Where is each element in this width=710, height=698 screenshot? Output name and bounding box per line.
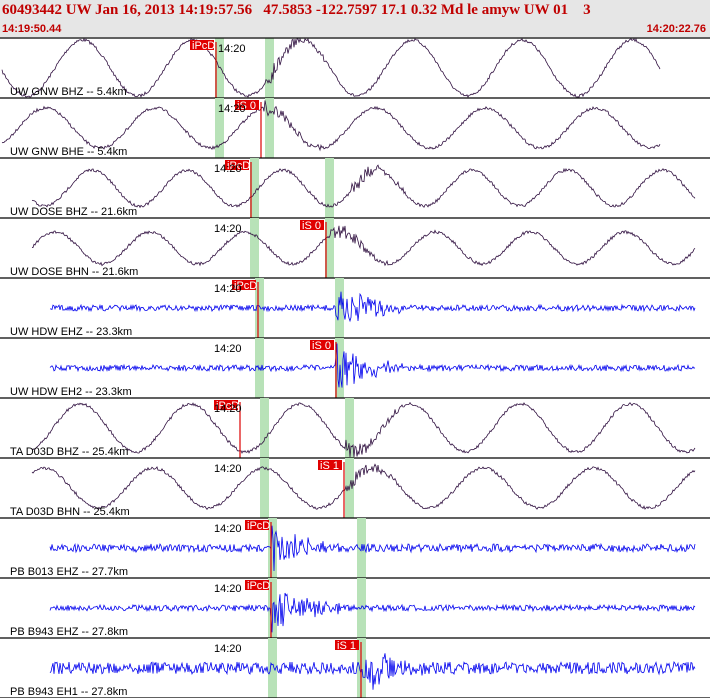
pick-box <box>245 520 269 530</box>
pick-window <box>335 278 344 338</box>
station-label: PB B943 EH1 -- 27.8km <box>10 686 127 698</box>
pick-label: iPcD <box>192 40 215 52</box>
waveform <box>49 592 696 633</box>
pick-window <box>325 158 334 218</box>
pick-box <box>335 640 359 650</box>
waveform <box>31 401 696 458</box>
time-label: 14:20 <box>218 103 246 115</box>
pick-window <box>265 38 274 98</box>
pick-label: iPcD <box>216 400 239 412</box>
pick-box <box>310 340 334 350</box>
header: 60493442 UW Jan 16, 2013 14:19:57.56 47.… <box>0 0 710 37</box>
pick-box <box>214 400 238 410</box>
station-label: UW DOSE BHZ -- 21.6km <box>10 206 137 218</box>
time-label: 14:20 <box>214 643 242 655</box>
pick-label: iPcD <box>227 160 250 172</box>
pick-label: iPcD <box>247 580 270 592</box>
station-label: UW HDW EHZ -- 23.3km <box>10 326 132 338</box>
time-label: 14:20 <box>214 163 242 175</box>
pick-window <box>215 38 224 98</box>
pick-window <box>325 218 334 278</box>
pick-box <box>318 460 342 470</box>
waveform <box>49 291 696 323</box>
station-label: UW DOSE BHN -- 21.6km <box>10 266 138 278</box>
station-label: UW GNW BHZ -- 5.4km <box>10 86 127 98</box>
time-label: 14:20 <box>214 463 242 475</box>
station-label: UW HDW EH2 -- 23.3km <box>10 386 132 398</box>
pick-box <box>235 100 259 110</box>
time-label: 14:20 <box>214 283 242 295</box>
start-time: 14:19:50.44 <box>2 23 62 35</box>
pick-window <box>265 98 274 158</box>
waveform <box>49 653 696 690</box>
pick-label: iS 0 <box>312 340 331 352</box>
end-time: 14:20:22.76 <box>646 23 706 35</box>
pick-window <box>268 638 277 698</box>
station-label: UW GNW BHE -- 5.4km <box>10 146 127 158</box>
event-info: 60493442 UW Jan 16, 2013 14:19:57.56 47.… <box>2 2 591 18</box>
time-label: 14:20 <box>214 223 242 235</box>
pick-label: iS 0 <box>302 220 321 232</box>
waveform <box>31 225 696 267</box>
pick-label: iPcD <box>247 520 270 532</box>
pick-window <box>260 458 269 518</box>
pick-label: iPcD <box>234 280 257 292</box>
pick-window <box>268 518 277 578</box>
pick-window <box>250 158 259 218</box>
pick-box <box>300 220 324 230</box>
waveform <box>31 164 696 209</box>
pick-label: iS 1 <box>320 460 339 472</box>
station-label: TA D03D BHN -- 25.4km <box>10 506 130 518</box>
time-label: 14:20 <box>214 343 242 355</box>
pick-label: iS 0 <box>237 100 256 112</box>
pick-box <box>190 40 214 50</box>
pick-box <box>232 280 256 290</box>
pick-window <box>250 218 259 278</box>
time-label: 14:20 <box>214 583 242 595</box>
time-label: 14:20 <box>214 403 242 415</box>
time-label: 14:20 <box>218 43 246 55</box>
waveform <box>49 343 696 388</box>
station-label: PB B943 EHZ -- 27.8km <box>10 626 128 638</box>
station-label: TA D03D BHZ -- 25.4km <box>10 446 128 458</box>
pick-box <box>225 160 249 170</box>
waveform <box>1 37 661 98</box>
time-label: 14:20 <box>214 523 242 535</box>
waveform <box>1 100 661 152</box>
pick-window <box>215 98 224 158</box>
pick-window <box>345 398 354 458</box>
pick-window <box>255 278 264 338</box>
pick-window <box>260 398 269 458</box>
waveform <box>31 463 696 510</box>
pick-box <box>245 580 269 590</box>
waveform <box>49 525 696 572</box>
station-label: PB B013 EHZ -- 27.7km <box>10 566 128 578</box>
pick-label: iS 1 <box>337 640 356 652</box>
